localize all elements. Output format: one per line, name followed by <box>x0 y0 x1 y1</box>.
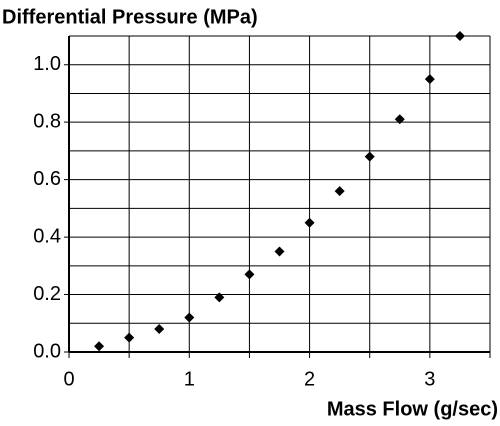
point <box>364 151 375 162</box>
y-tick-label: 0.8 <box>33 110 61 132</box>
y-tick-label: 1.0 <box>33 53 61 75</box>
y-tick-label: 0.6 <box>33 168 61 190</box>
point <box>454 31 465 41</box>
y-tick-label: 0.0 <box>33 340 61 362</box>
y-tick-label: 0.2 <box>33 283 61 305</box>
point <box>214 292 225 303</box>
y-tick-label: 0.4 <box>33 225 61 247</box>
point <box>274 246 285 257</box>
x-tick-label: 1 <box>184 368 195 390</box>
chart-title: Differential Pressure (MPa) <box>2 6 258 28</box>
point <box>424 74 435 85</box>
x-tick-label: 0 <box>63 368 74 390</box>
point <box>184 312 195 323</box>
point <box>394 114 405 125</box>
x-tick-label: 2 <box>304 368 315 390</box>
point <box>334 186 345 197</box>
point <box>154 324 165 335</box>
point <box>124 332 135 343</box>
x-axis-label: Mass Flow (g/sec) <box>327 398 498 420</box>
point <box>244 269 255 280</box>
x-tick-label: 3 <box>424 368 435 390</box>
point <box>94 341 105 352</box>
point <box>304 217 315 228</box>
